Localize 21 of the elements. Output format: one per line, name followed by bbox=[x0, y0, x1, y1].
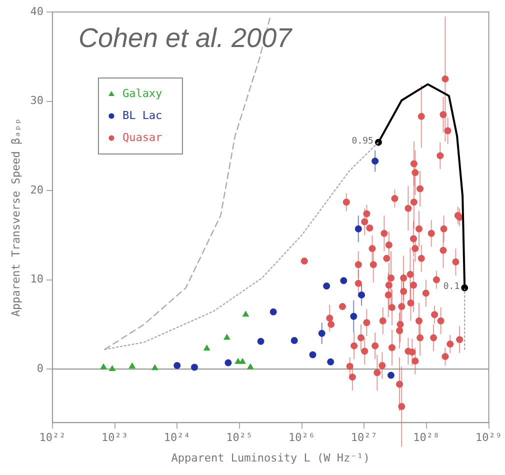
legend-label: Galaxy bbox=[122, 86, 163, 100]
x-tick-label: 10²⁹ bbox=[476, 431, 502, 444]
annotation: 0.95 bbox=[352, 136, 374, 147]
x-tick-label: 10²⁶ bbox=[288, 431, 316, 444]
x-tick-label: 10²⁵ bbox=[226, 431, 253, 444]
legend-label: Quasar bbox=[122, 130, 163, 144]
x-tick-label: 10²⁸ bbox=[413, 431, 440, 444]
y-tick-label: 40 bbox=[30, 4, 44, 18]
x-tick-label: 10²⁷ bbox=[350, 431, 378, 444]
annotation: 0.1 bbox=[443, 282, 460, 292]
y-tick-label: 0 bbox=[36, 362, 44, 375]
x-tick-label: 10²³ bbox=[102, 431, 128, 444]
x-axis-title: Apparent Luminosity L (W Hz⁻¹) bbox=[171, 451, 370, 464]
annotation: Cohen et al. 2007 bbox=[78, 23, 293, 54]
y-tick-label: 30 bbox=[30, 94, 44, 108]
legend-label: BL Lac bbox=[122, 108, 162, 122]
y-axis-title: Apparent Transverse Speed βₐₚₚ bbox=[9, 118, 22, 317]
x-tick-label: 10²⁴ bbox=[164, 431, 190, 444]
y-tick-label: 20 bbox=[30, 183, 44, 196]
x-tick-label: 10²² bbox=[39, 431, 66, 444]
y-tick-label: 10 bbox=[30, 272, 44, 286]
